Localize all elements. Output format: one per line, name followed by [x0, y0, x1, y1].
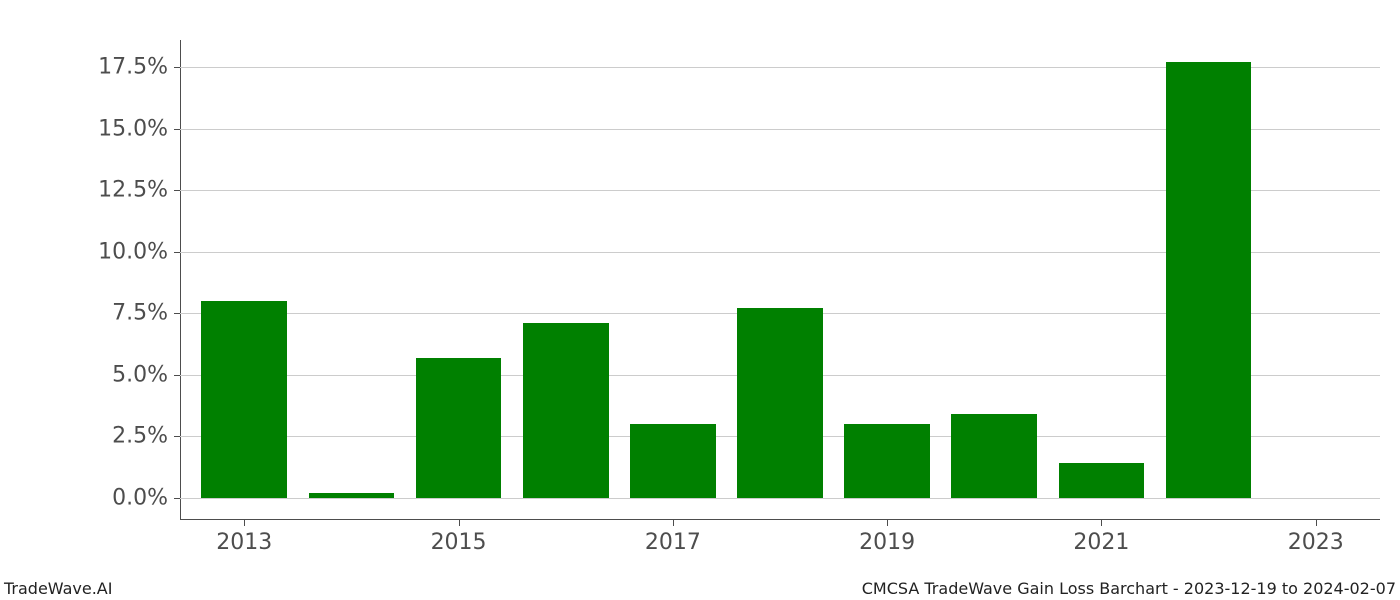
figure: 0.0% 2.5% 5.0% 7.5% 10.0% 12.5% 15.0% 17.5% 2013… — [0, 0, 1400, 600]
bar — [844, 424, 930, 498]
x-tick-label: 2023 — [1288, 520, 1344, 555]
y-tick-label: 0.0% — [112, 485, 180, 510]
y-tick-label: 10.0% — [98, 239, 180, 264]
bar — [523, 323, 609, 498]
y-tick-label: 5.0% — [112, 362, 180, 387]
plot-area: 0.0%2.5%5.0%7.5%10.0%12.5%15.0%17.5%2013… — [180, 40, 1380, 520]
y-tick-label: 17.5% — [98, 55, 180, 80]
y-tick-label: 15.0% — [98, 116, 180, 141]
y-tick-label: 12.5% — [98, 178, 180, 203]
bar — [416, 358, 502, 498]
bar — [951, 414, 1037, 498]
axis-spine-left — [180, 40, 181, 520]
footer-left-text: TradeWave.AI — [0, 577, 116, 600]
y-tick-label: 7.5% — [112, 301, 180, 326]
y-tick-label: 2.5% — [112, 424, 180, 449]
bar — [309, 493, 395, 498]
bar — [630, 424, 716, 498]
x-tick-label: 2019 — [859, 520, 915, 555]
bar — [1166, 62, 1252, 498]
bar — [201, 301, 287, 498]
x-tick-label: 2017 — [645, 520, 701, 555]
x-tick-label: 2021 — [1073, 520, 1129, 555]
x-tick-label: 2015 — [431, 520, 487, 555]
x-tick-label: 2013 — [216, 520, 272, 555]
bar — [1059, 463, 1145, 497]
bar — [737, 308, 823, 498]
y-grid-line — [180, 498, 1380, 499]
footer-right-text: CMCSA TradeWave Gain Loss Barchart - 202… — [858, 577, 1400, 600]
axis-spine-bottom — [180, 519, 1380, 520]
